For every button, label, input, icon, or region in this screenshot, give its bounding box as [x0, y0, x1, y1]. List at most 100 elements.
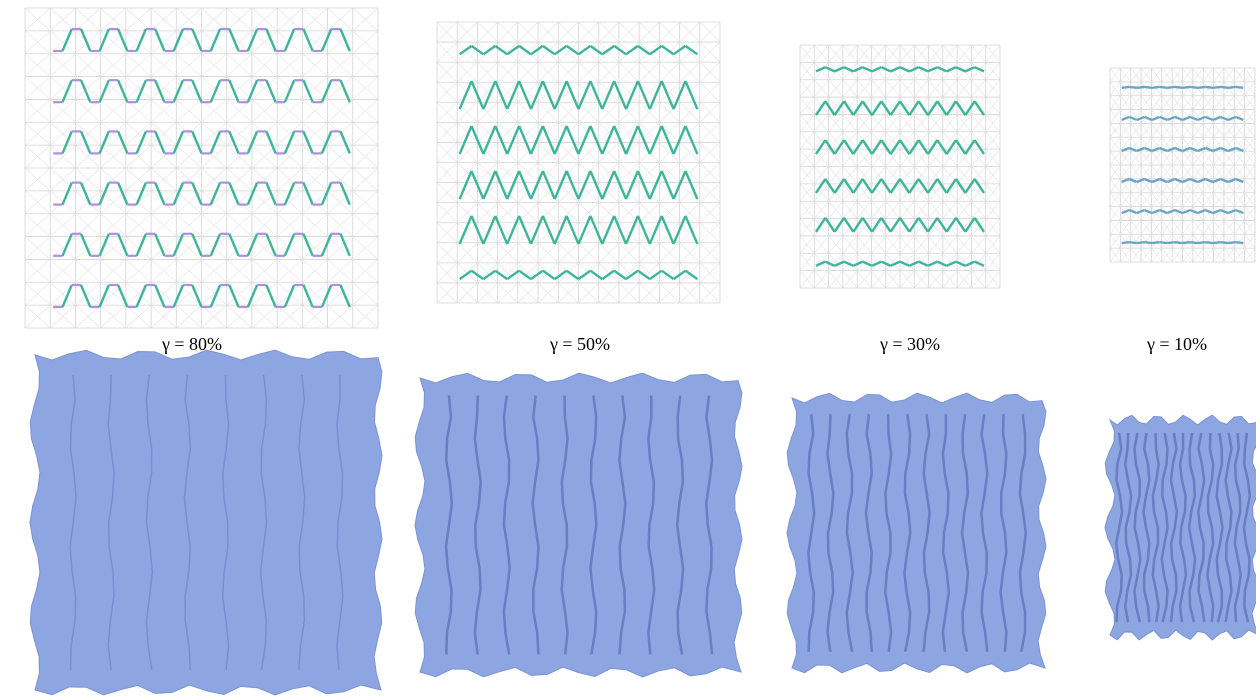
stitch-edge [579, 271, 591, 279]
stitch-edge [81, 183, 90, 205]
stitch-edge [81, 285, 90, 307]
stitch-edge [638, 81, 650, 109]
stitch-edge [248, 285, 257, 307]
stitch-edge [863, 179, 872, 193]
stitch-edge [531, 126, 543, 154]
stitch-edge [211, 285, 220, 307]
stitch-edge [590, 126, 602, 154]
stitch-edge [1160, 148, 1168, 151]
stitch-edge [155, 183, 164, 205]
stitch-edge [322, 29, 331, 51]
stitch-edge [248, 29, 257, 51]
stitch-edge [567, 216, 579, 244]
stitch-edge [1198, 179, 1206, 182]
stitch-edge [1183, 179, 1191, 182]
stitch-edge [1122, 179, 1130, 182]
stitch-edge [340, 29, 349, 51]
mesh [1110, 68, 1255, 262]
fabric [787, 393, 1046, 673]
mesh [25, 8, 378, 328]
stitch-edge [1190, 87, 1198, 88]
stitch-edge [1221, 87, 1229, 88]
stitch-edge [266, 285, 275, 307]
stitch-edge [1152, 242, 1160, 243]
stitch-edge [155, 285, 164, 307]
stitch-edge [519, 46, 531, 54]
stitch-edge [567, 271, 579, 279]
stitch-edge [900, 218, 909, 232]
stitch-edge [579, 171, 591, 199]
stitch-edge [1228, 242, 1236, 243]
stitch-edge [1175, 179, 1183, 182]
fabric [1105, 415, 1256, 640]
stitch-edge [1122, 210, 1130, 213]
stitch-edge [1144, 148, 1152, 151]
stitch-edge [507, 81, 519, 109]
stitch-edge [303, 29, 312, 51]
stitch-edge [975, 179, 984, 193]
stitch-edge [1122, 242, 1130, 243]
stitch-edge [1190, 117, 1198, 120]
stitch-edge [483, 216, 495, 244]
stitch-edge [192, 80, 201, 102]
stitch-edge [1137, 117, 1145, 120]
stitch-edge [1190, 148, 1198, 151]
stitch-edge [555, 126, 567, 154]
stitch-edge [638, 126, 650, 154]
stitch-edge [1175, 210, 1183, 213]
mesh [800, 45, 1000, 288]
stitch-edge [1160, 179, 1168, 182]
stitch-edge [1213, 148, 1221, 151]
stitch-edge [1183, 242, 1191, 243]
stitch-edge [590, 171, 602, 199]
stitch-edge [1175, 117, 1183, 120]
stitch-edge [1167, 87, 1175, 88]
stitch-edge [1228, 87, 1236, 88]
stitch-edge [1144, 117, 1152, 120]
stitch-edge [1137, 148, 1145, 151]
stitch-edge [285, 29, 294, 51]
stitch-edge [211, 80, 220, 102]
stitch-edge [602, 126, 614, 154]
panel-label: γ = 80% [161, 334, 222, 354]
stitch-edge [816, 101, 825, 115]
stitch-edge [1198, 87, 1206, 88]
stitch-edge [662, 81, 674, 109]
stitch-edge [1183, 148, 1191, 151]
stitch-edge [816, 218, 825, 232]
stitch-edge [1167, 117, 1175, 120]
stitch-edge [1152, 210, 1160, 213]
stitch-edge [229, 183, 238, 205]
stitch-edge [853, 67, 862, 71]
stitch-edge [579, 46, 591, 54]
stitch-edge [844, 67, 853, 71]
stitch-edge [975, 67, 984, 71]
panel-label: γ = 10% [1146, 334, 1207, 354]
stitch-edge [483, 81, 495, 109]
stitch-edge [1190, 179, 1198, 182]
stitch-edge [1198, 148, 1206, 151]
stitch-edge [567, 81, 579, 109]
stitch-edge [1160, 87, 1168, 88]
stitch-edge [1167, 148, 1175, 151]
stitch-edge [579, 126, 591, 154]
stitch-edge [937, 140, 946, 154]
stitch-edge [155, 29, 164, 51]
stitch-edge [1205, 242, 1213, 243]
stitch-edge [614, 171, 626, 199]
stitch-edge [602, 81, 614, 109]
stitch-edge [1137, 87, 1145, 88]
panel-label: γ = 30% [879, 334, 940, 354]
stitch-edge [816, 67, 825, 71]
stitch-edge [947, 262, 956, 266]
stitch-edge [1198, 242, 1206, 243]
stitch-edge [844, 262, 853, 266]
stitch-edge [174, 80, 183, 102]
stitch-edge [816, 179, 825, 193]
stitch-edge [543, 126, 555, 154]
stitch-edge [1137, 242, 1145, 243]
stitch-edge [863, 140, 872, 154]
stitch-edge [1205, 179, 1213, 182]
stitch-edge [626, 46, 638, 54]
stitch-edge [662, 216, 674, 244]
